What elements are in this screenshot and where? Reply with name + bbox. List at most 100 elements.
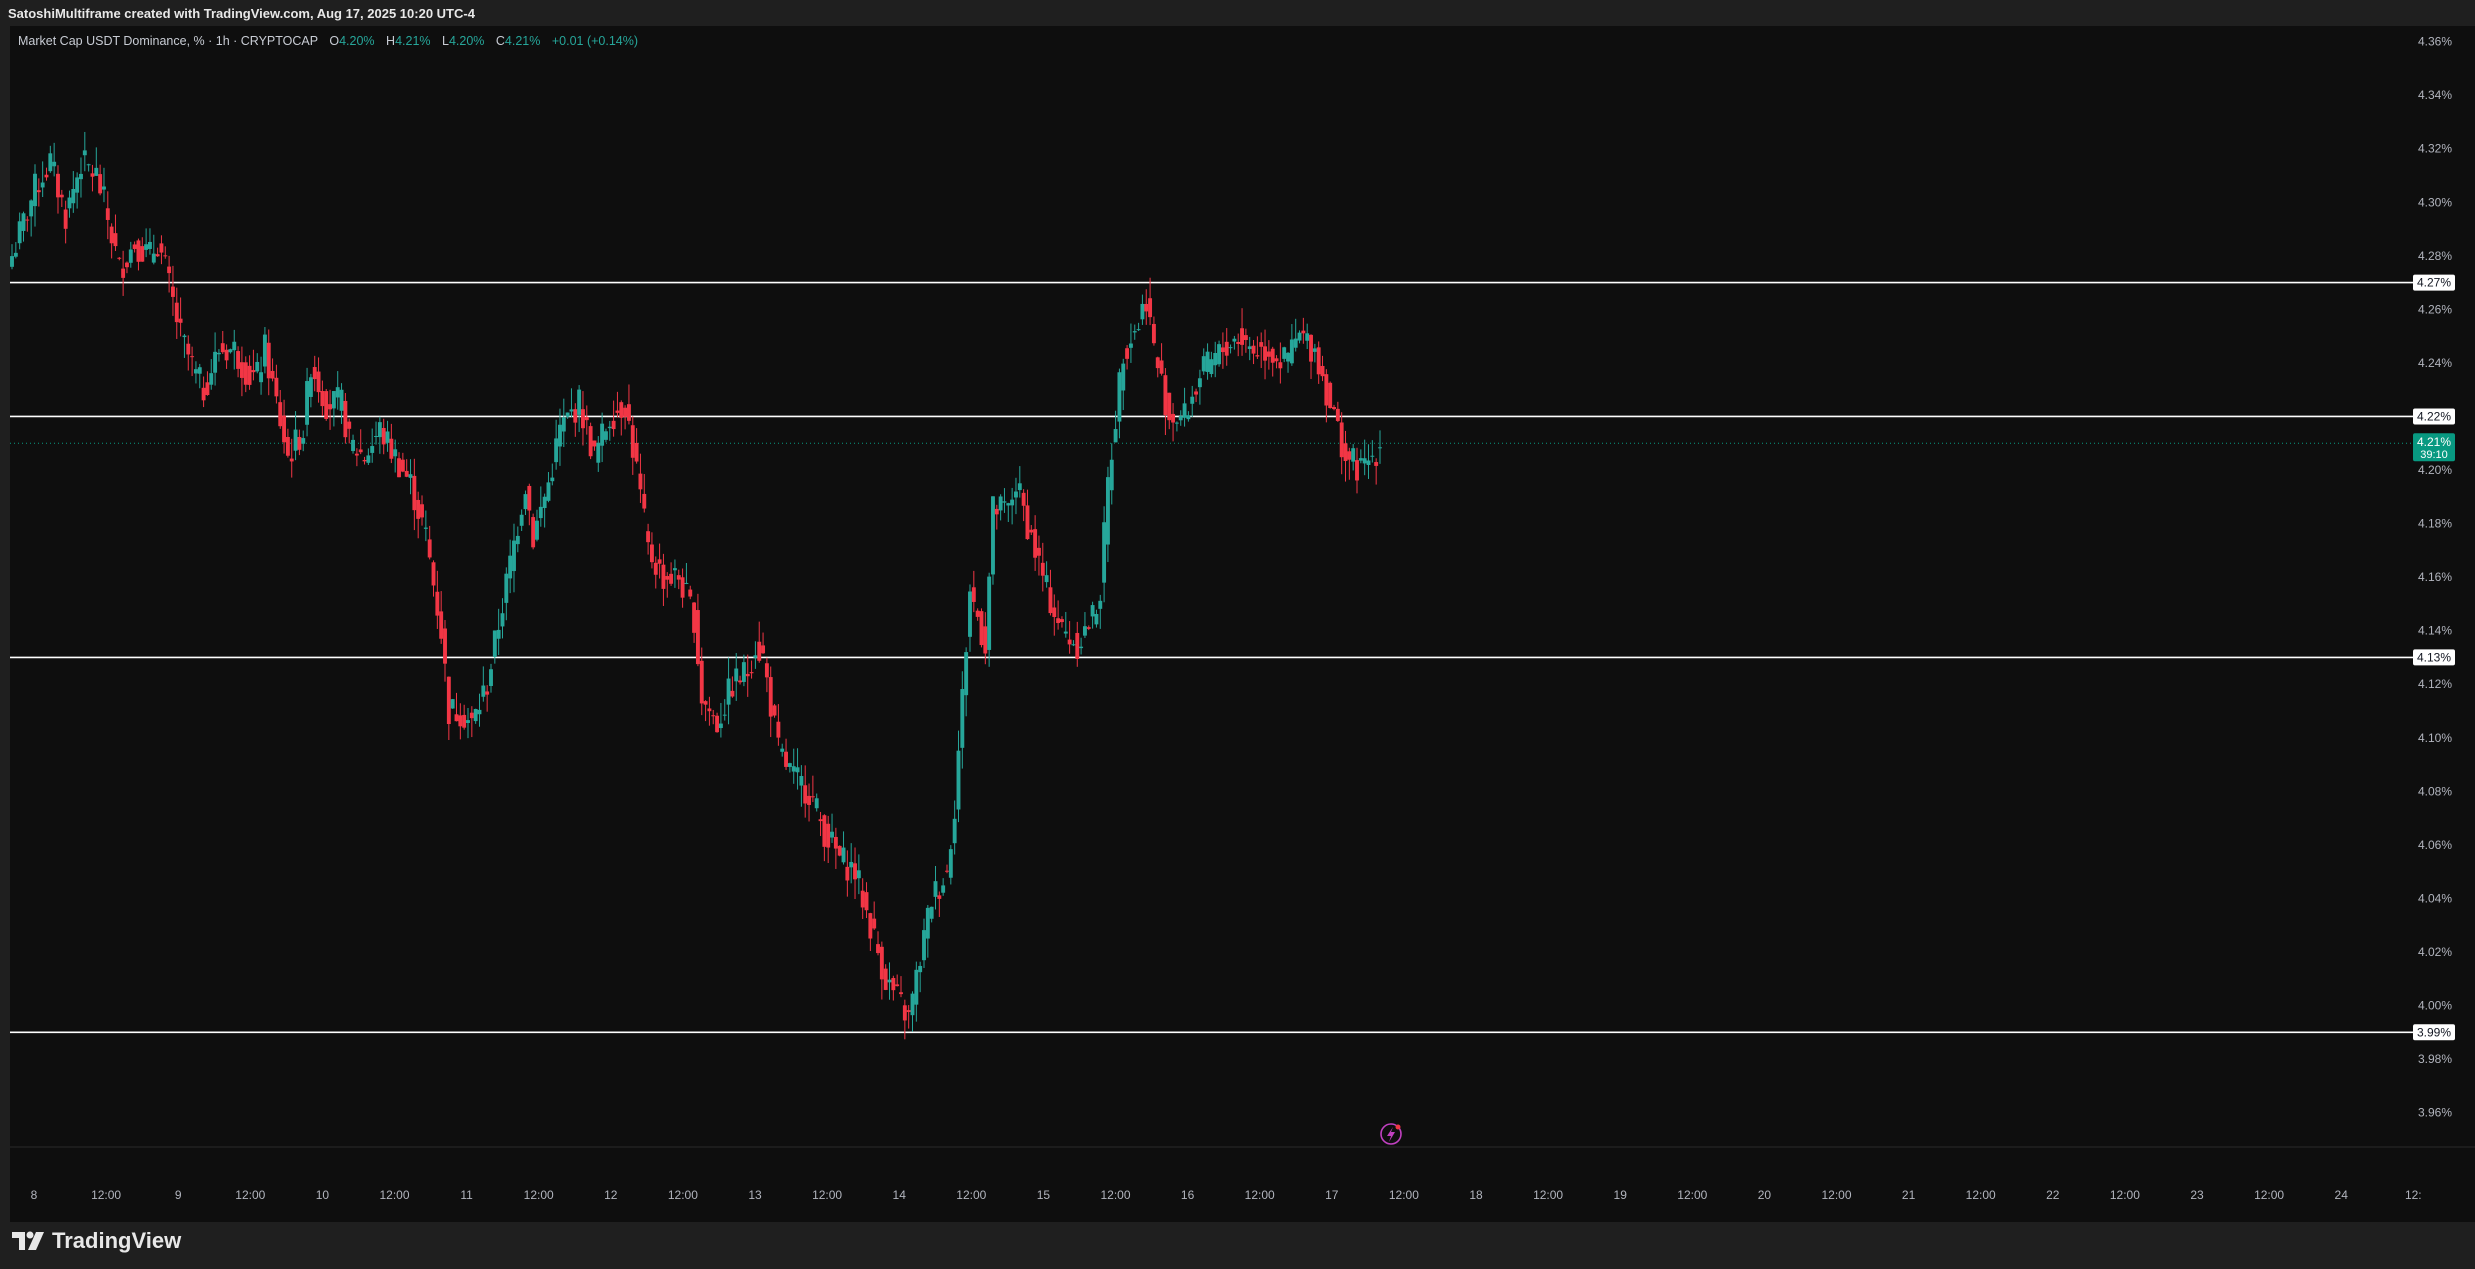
candle-body (1289, 339, 1294, 364)
candle-body (1102, 522, 1107, 583)
candle-body (420, 504, 424, 518)
candle-body (174, 302, 179, 323)
candle-body (489, 669, 493, 686)
candle-body (830, 831, 834, 838)
candle-body (1021, 492, 1026, 506)
y-tick-label: 4.16% (2418, 570, 2452, 584)
candle-body (1332, 407, 1336, 410)
x-tick-label: 14 (893, 1188, 907, 1202)
candle-body (1113, 429, 1118, 443)
chart-frame[interactable] (10, 26, 2475, 1238)
candle-body (1067, 639, 1072, 645)
y-tick-label: 4.08% (2418, 784, 2452, 798)
candle-body (1205, 351, 1210, 372)
candle-body (358, 449, 363, 453)
x-tick-label: 12:00 (1533, 1188, 1563, 1202)
candle-body (113, 233, 118, 247)
candle-body (458, 715, 463, 727)
candle-body (443, 628, 447, 664)
candle-body (979, 611, 984, 646)
candle-body (994, 508, 999, 515)
candle-body (1014, 491, 1018, 498)
level-price-tag (2413, 274, 2455, 291)
y-tick-label: 3.96% (2418, 1106, 2452, 1120)
candle-body (1247, 346, 1252, 349)
x-tick-label: 15 (1037, 1188, 1051, 1202)
candle-body (33, 173, 37, 207)
candle-body (734, 668, 739, 682)
candle-body (876, 944, 880, 954)
candle-body (1224, 341, 1229, 356)
candle-body (209, 373, 214, 385)
candle-body (159, 243, 164, 253)
candle-body (370, 446, 375, 453)
candle-body (925, 907, 930, 939)
candle-body (577, 389, 582, 415)
candle-body (228, 349, 233, 353)
candle-body (1366, 460, 1371, 466)
candle-body (1151, 323, 1156, 344)
logo-text: TradingView (52, 1228, 182, 1253)
level-price-tag (2413, 1024, 2455, 1041)
candle-body (535, 520, 539, 540)
x-tick-label: 12:00 (235, 1188, 265, 1202)
y-tick-label: 4.14% (2418, 624, 2452, 638)
candle-body (132, 244, 137, 249)
candle-body (1278, 362, 1283, 369)
legend-close-value: 4.21% (504, 34, 541, 48)
candle-body (1297, 332, 1302, 341)
candle-body (1171, 413, 1176, 423)
candle-body (1324, 374, 1329, 406)
bolt-icon[interactable] (1380, 1123, 1402, 1145)
candle-body (125, 262, 129, 268)
candle-body (109, 226, 114, 244)
y-tick-label: 4.26% (2418, 302, 2452, 316)
legend-symbol: Market Cap USDT Dominance, % · 1h · CRYP… (18, 34, 318, 48)
x-tick-label: 12 (604, 1188, 618, 1202)
legend-open-label: O (329, 34, 340, 48)
candle-body (780, 748, 785, 752)
candle-body (197, 367, 202, 374)
candle-body (86, 164, 91, 166)
candle-body (937, 895, 942, 899)
candle-body (550, 477, 555, 482)
candlestick-chart[interactable]: 4.36% 4.34% 4.32% 4.30% 4.28% 4.26% 4.24% 4.22%… (0, 0, 2475, 1222)
candle-body (998, 496, 1003, 511)
candle-body (1121, 363, 1126, 391)
candle-body (749, 672, 754, 674)
candle-body (446, 676, 451, 725)
candle-body (102, 186, 106, 190)
candle-body (761, 645, 766, 654)
y-tick-label: 3.98% (2418, 1052, 2452, 1066)
candle-body (239, 362, 244, 378)
candle-body (1075, 632, 1080, 659)
candle-body (469, 712, 474, 719)
candle-body (619, 402, 624, 418)
candle-body (59, 194, 64, 198)
candle-body (201, 387, 206, 401)
candle-body (634, 442, 639, 462)
tradingview-logo[interactable]: TradingView (12, 1226, 181, 1256)
candle-body (822, 815, 827, 847)
candle-body (1335, 408, 1340, 421)
x-tick-label: 22 (2046, 1188, 2060, 1202)
candle-body (1037, 547, 1041, 556)
candle-body (722, 714, 727, 716)
legend-high-value: 4.21% (395, 34, 431, 48)
candle-body (94, 167, 99, 176)
candle-body (1125, 348, 1130, 359)
candle-body (833, 836, 838, 849)
candle-body (1286, 352, 1290, 362)
candle-body (1159, 360, 1164, 374)
candle-body (1155, 357, 1160, 369)
x-tick-label: 12:00 (956, 1188, 986, 1202)
candle-body (1148, 298, 1153, 318)
candle-body (178, 318, 183, 323)
candle-body (845, 866, 850, 881)
candle-body (439, 611, 444, 639)
candle-body (1006, 503, 1011, 506)
candle-body (496, 629, 501, 639)
candle-body (653, 562, 658, 575)
candle-body (527, 485, 532, 511)
candle-body (929, 906, 934, 919)
